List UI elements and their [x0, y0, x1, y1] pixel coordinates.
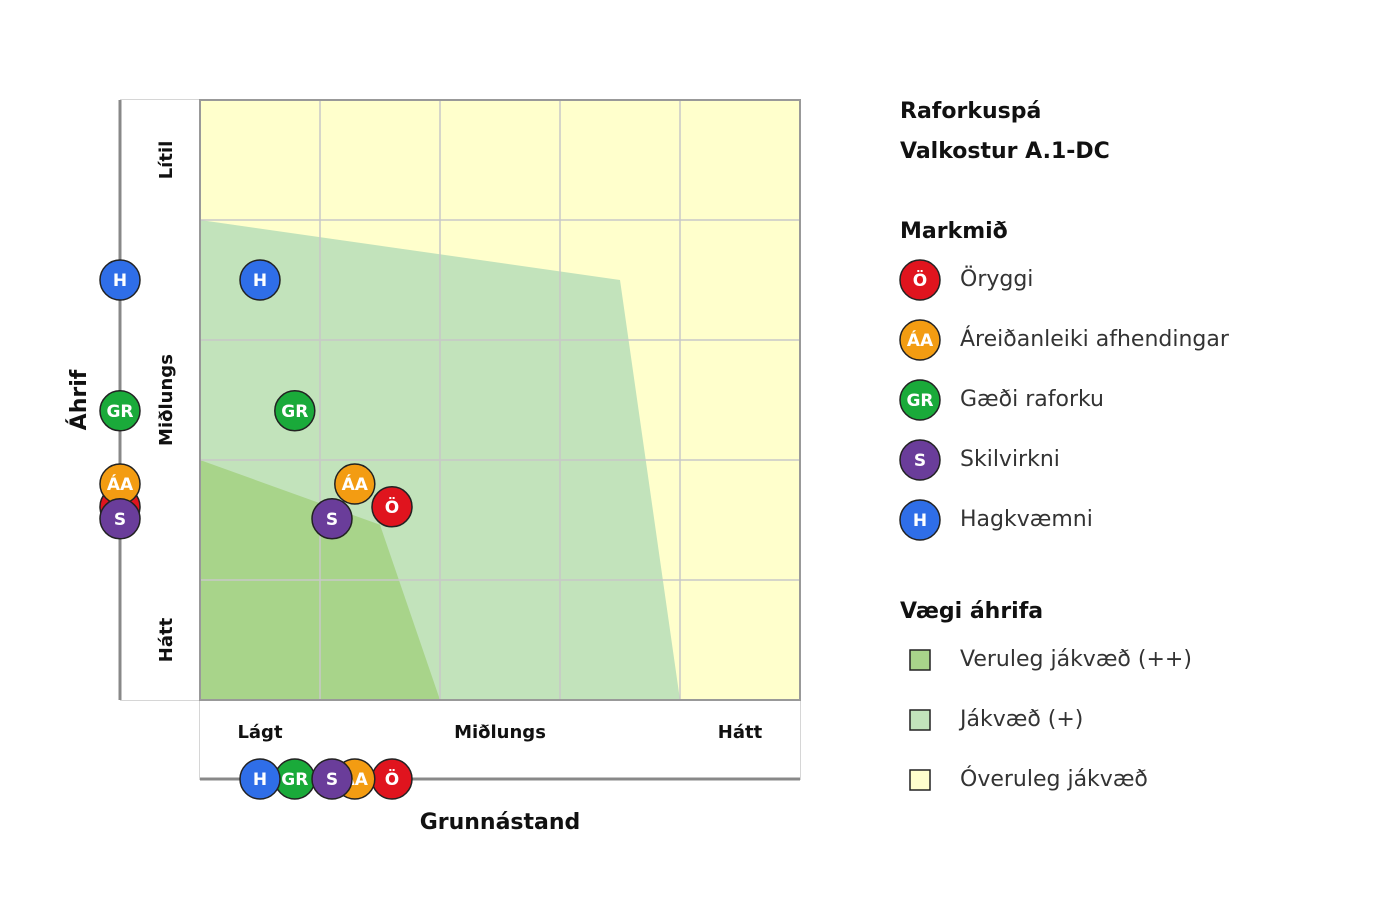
marker: S: [311, 758, 353, 800]
marker: H: [239, 758, 281, 800]
marker-circle: [239, 758, 281, 800]
zones-title: Vægi áhrifa: [900, 599, 1043, 624]
marker: GR: [274, 390, 316, 432]
marker-circle: [239, 259, 281, 301]
marker: H: [239, 259, 281, 301]
marker-circle: [899, 439, 941, 481]
marker: GR: [899, 379, 941, 421]
marker-label: ÁA: [107, 473, 134, 495]
marker: Ö: [371, 758, 413, 800]
chart-subtitle: Valkostur A.1-DC: [900, 139, 1110, 164]
y-tick-label: Hátt: [156, 617, 177, 662]
marker-circle: [334, 463, 376, 505]
chart-title: Raforkuspá: [900, 99, 1041, 124]
marker-label: H: [253, 770, 267, 790]
marker-label: H: [253, 271, 267, 291]
y-tick-label: Lítil: [156, 141, 177, 180]
marker: H: [899, 499, 941, 541]
marker-circle: [899, 379, 941, 421]
marker-label: GR: [106, 402, 133, 422]
marker-label: S: [914, 451, 926, 471]
marker-label: H: [913, 511, 927, 531]
legend-label: Veruleg jákvæð (++): [960, 647, 1192, 672]
dots: ÖÖÖÖÁAÁAÁAÁAGRGRGRGRSSSSHHHH: [99, 259, 941, 800]
marker-circle: [899, 319, 941, 361]
marker-circle: [311, 498, 353, 540]
x-tick-label: Lágt: [237, 722, 283, 743]
y-tick-label: Miðlungs: [156, 354, 177, 446]
marker-circle: [99, 259, 141, 301]
marker-label: GR: [281, 402, 308, 422]
marker: Ö: [899, 259, 941, 301]
marker-circle: [899, 499, 941, 541]
marker-label: GR: [906, 391, 933, 411]
marker: S: [311, 498, 353, 540]
marker: S: [899, 439, 941, 481]
marker-circle: [99, 498, 141, 540]
marker: ÁA: [99, 463, 141, 505]
legend-label: Öryggi: [960, 266, 1033, 292]
x-axis-title: Grunnástand: [420, 810, 581, 835]
marker-label: S: [326, 510, 338, 530]
legend-swatch: [909, 649, 931, 671]
marker-label: Ö: [385, 496, 399, 518]
y-axis-title: Áhrif: [66, 369, 92, 430]
legend-swatch: [909, 709, 931, 731]
marker: GR: [99, 390, 141, 432]
marker-label: Ö: [913, 269, 927, 291]
marker-label: GR: [281, 770, 308, 790]
legend-label: Jákvæð (+): [958, 707, 1083, 732]
legend-title: Markmið: [900, 219, 1008, 244]
marker-circle: [274, 390, 316, 432]
legend-label: Skilvirkni: [960, 447, 1060, 472]
marker-label: ÁA: [342, 473, 369, 495]
marker: ÁA: [899, 319, 941, 361]
marker-label: ÁA: [907, 329, 934, 351]
plot-border: [199, 99, 801, 701]
marker: H: [99, 259, 141, 301]
marker-circle: [371, 486, 413, 528]
marker-circle: [899, 259, 941, 301]
marker: S: [99, 498, 141, 540]
marker-label: S: [114, 510, 126, 530]
legend-swatch: [909, 769, 931, 791]
marker-label: S: [326, 770, 338, 790]
marker-circle: [99, 390, 141, 432]
legend-label: Hagkvæmni: [960, 507, 1093, 532]
marker-label: H: [113, 271, 127, 291]
marker: Ö: [371, 486, 413, 528]
legend-label: Gæði raforku: [960, 387, 1104, 412]
marker: ÁA: [334, 463, 376, 505]
marker-label: Ö: [385, 768, 399, 790]
marker-circle: [311, 758, 353, 800]
x-tick-label: Hátt: [718, 722, 763, 743]
marker: GR: [274, 758, 316, 800]
x-tick-label: Miðlungs: [454, 722, 546, 743]
legend-label: Óveruleg jákvæð: [960, 766, 1148, 792]
legend-label: Áreiðanleiki afhendingar: [960, 326, 1230, 352]
